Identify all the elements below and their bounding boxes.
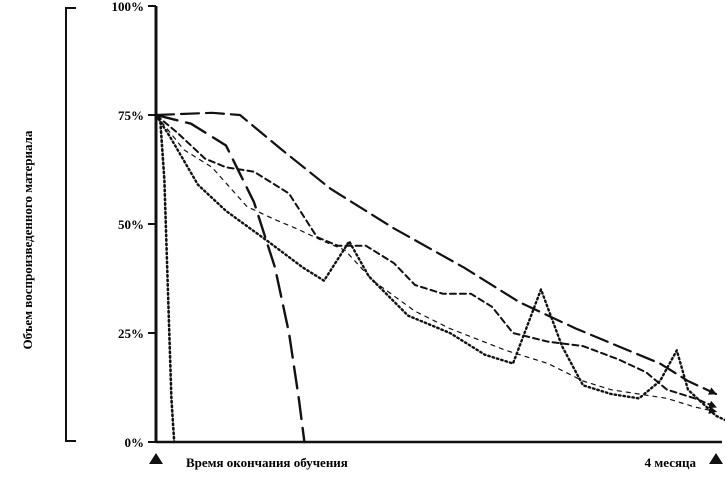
series-line-long-dash <box>154 111 718 396</box>
series-line-dotted-sharp-drop <box>154 113 176 444</box>
y-axis-bracket <box>65 7 76 442</box>
x-end-triangle <box>709 453 723 464</box>
x-axis-label: Время окончания обучения <box>186 455 348 470</box>
y-tick-label: 0% <box>125 435 145 450</box>
y-axis-label: Объем воспроизведенного материала <box>20 130 35 349</box>
series-line-fine-dash <box>155 114 717 414</box>
series-line-short-dash <box>155 114 717 409</box>
x-start-triangle <box>149 453 163 464</box>
series-line-long-dash-drop <box>154 113 306 444</box>
series-line-dotted-peaks <box>154 113 725 422</box>
y-tick-label: 50% <box>118 217 144 232</box>
y-tick-label: 75% <box>118 108 144 123</box>
y-tick-label: 100% <box>112 0 145 14</box>
y-ticks: 100% 75% 50% 25% 0% <box>112 0 156 450</box>
x-axis-end-label: 4 месяца <box>645 455 697 470</box>
series-group <box>154 111 725 444</box>
y-tick-label: 25% <box>118 326 144 341</box>
